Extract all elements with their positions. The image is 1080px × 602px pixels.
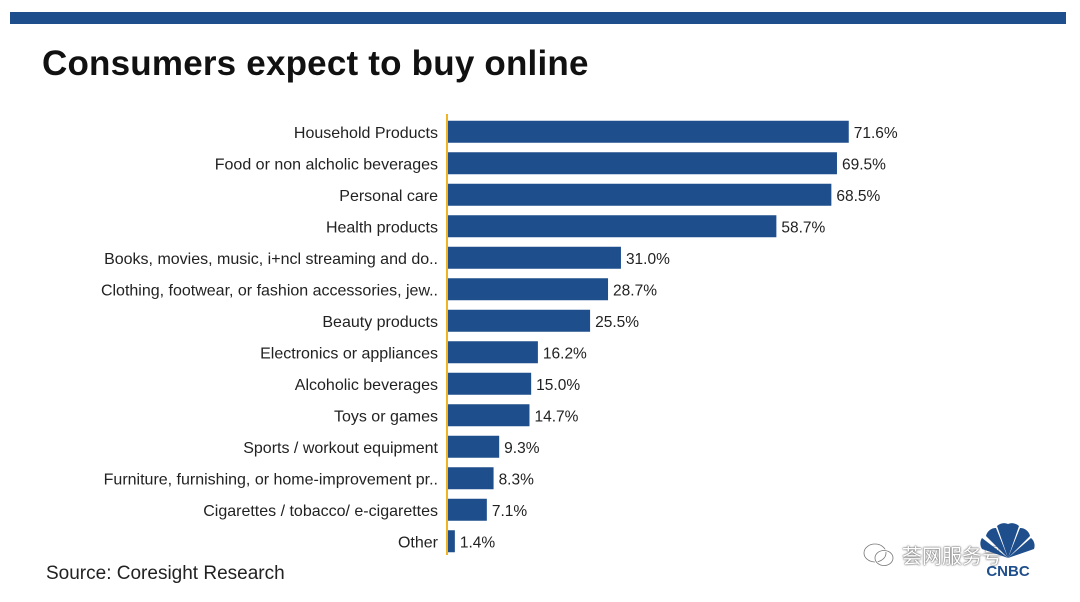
bar xyxy=(447,152,837,175)
category-label: Toys or games xyxy=(334,408,438,425)
wechat-icon xyxy=(862,542,895,567)
value-label: 8.3% xyxy=(499,471,535,488)
bar xyxy=(447,530,455,553)
category-label: Personal care xyxy=(339,188,438,205)
value-label: 7.1% xyxy=(492,503,528,520)
bar xyxy=(447,278,609,301)
bar xyxy=(447,372,532,395)
value-label: 1.4% xyxy=(460,534,496,551)
value-label: 68.5% xyxy=(836,188,880,205)
bar xyxy=(447,341,538,364)
category-label: Beauty products xyxy=(322,314,438,331)
value-label: 58.7% xyxy=(781,219,825,236)
category-label: Furniture, furnishing, or home-improveme… xyxy=(104,471,438,488)
category-label: Cigarettes / tobacco/ e-cigarettes xyxy=(203,503,438,520)
value-label: 16.2% xyxy=(543,345,587,362)
source-note: Source: Coresight Research xyxy=(46,563,285,584)
value-label: 28.7% xyxy=(613,282,657,299)
cnbc-logo: CNBC xyxy=(980,523,1035,580)
value-label: 25.5% xyxy=(595,314,639,331)
value-label: 31.0% xyxy=(626,251,670,268)
category-label: Clothing, footwear, or fashion accessori… xyxy=(101,282,438,299)
value-label: 14.7% xyxy=(534,408,578,425)
wechat-watermark: 荟网服务号 xyxy=(862,540,1002,569)
value-label: 71.6% xyxy=(854,125,898,142)
category-label: Books, movies, music, i+ncl streaming an… xyxy=(104,251,438,268)
bar xyxy=(447,120,849,143)
bar xyxy=(447,404,530,427)
bar xyxy=(447,215,777,238)
chart-title: Consumers expect to buy online xyxy=(42,44,589,83)
bar xyxy=(447,435,500,458)
logo-text: CNBC xyxy=(986,563,1029,580)
value-label: 9.3% xyxy=(504,440,540,457)
category-label: Alcoholic beverages xyxy=(295,377,438,394)
top-accent-bar xyxy=(10,12,1066,24)
bar xyxy=(447,467,494,490)
value-label: 69.5% xyxy=(842,156,886,173)
category-label: Food or non alcholic beverages xyxy=(215,156,438,173)
category-label: Sports / workout equipment xyxy=(243,440,438,457)
bar xyxy=(447,183,832,206)
value-label: 15.0% xyxy=(536,377,580,394)
category-label: Household Products xyxy=(294,125,438,142)
bar xyxy=(447,309,591,332)
category-label: Electronics or appliances xyxy=(260,345,438,362)
category-label: Other xyxy=(398,534,439,551)
category-label: Health products xyxy=(326,219,438,236)
watermark-text: 荟网服务号 xyxy=(902,546,1002,568)
bar-chart: Household Products 71.6% Food or non alcho… xyxy=(101,114,898,555)
bar xyxy=(447,246,621,269)
bar xyxy=(447,498,487,521)
